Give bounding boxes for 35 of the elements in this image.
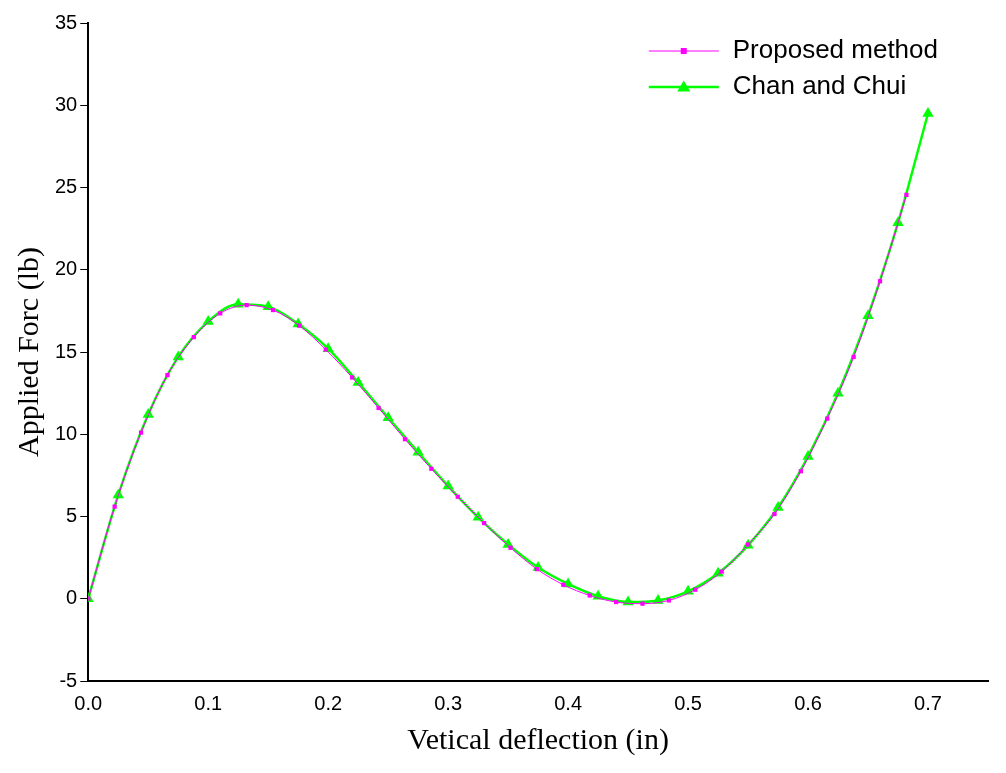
x-tick-label: 0.0	[74, 691, 103, 714]
point	[719, 569, 724, 574]
point	[244, 303, 249, 308]
point	[640, 601, 645, 606]
point	[904, 192, 909, 198]
y-tick-label: 30	[55, 92, 78, 115]
point	[922, 106, 934, 117]
y-axis-title: Applied Forc (lb)	[10, 247, 45, 457]
point	[138, 430, 144, 435]
y-tick-label: 15	[55, 339, 78, 362]
x-tick-label: 0.5	[674, 691, 702, 714]
x-axis-title: Vetical deflection (in)	[407, 721, 669, 756]
y-tick-label: 20	[55, 257, 78, 280]
x-tick-label: 0.2	[314, 691, 343, 714]
x-tick-label: 0.3	[434, 691, 463, 714]
x-tick-label: 0.1	[194, 691, 223, 714]
y-tick-label: -5	[59, 668, 78, 691]
point	[587, 593, 592, 598]
x-tick-label: 0.7	[914, 691, 942, 714]
point	[508, 545, 513, 550]
point	[165, 372, 170, 378]
point	[376, 405, 381, 411]
point	[297, 323, 302, 328]
y-tick-label: 5	[66, 504, 78, 527]
point	[350, 375, 355, 380]
x-tick-label: 0.4	[554, 691, 583, 714]
y-tick-label: 10	[55, 421, 78, 444]
y-tick-label: 35	[55, 10, 78, 33]
point	[666, 598, 672, 603]
y-tick-label: 25	[55, 175, 78, 198]
legend-label: Chan and Chui	[732, 70, 907, 101]
x-tick-label: 0.6	[794, 691, 822, 714]
y-tick-label: 0	[66, 586, 78, 609]
legend-label: Proposed method	[732, 34, 938, 65]
point	[772, 511, 777, 517]
